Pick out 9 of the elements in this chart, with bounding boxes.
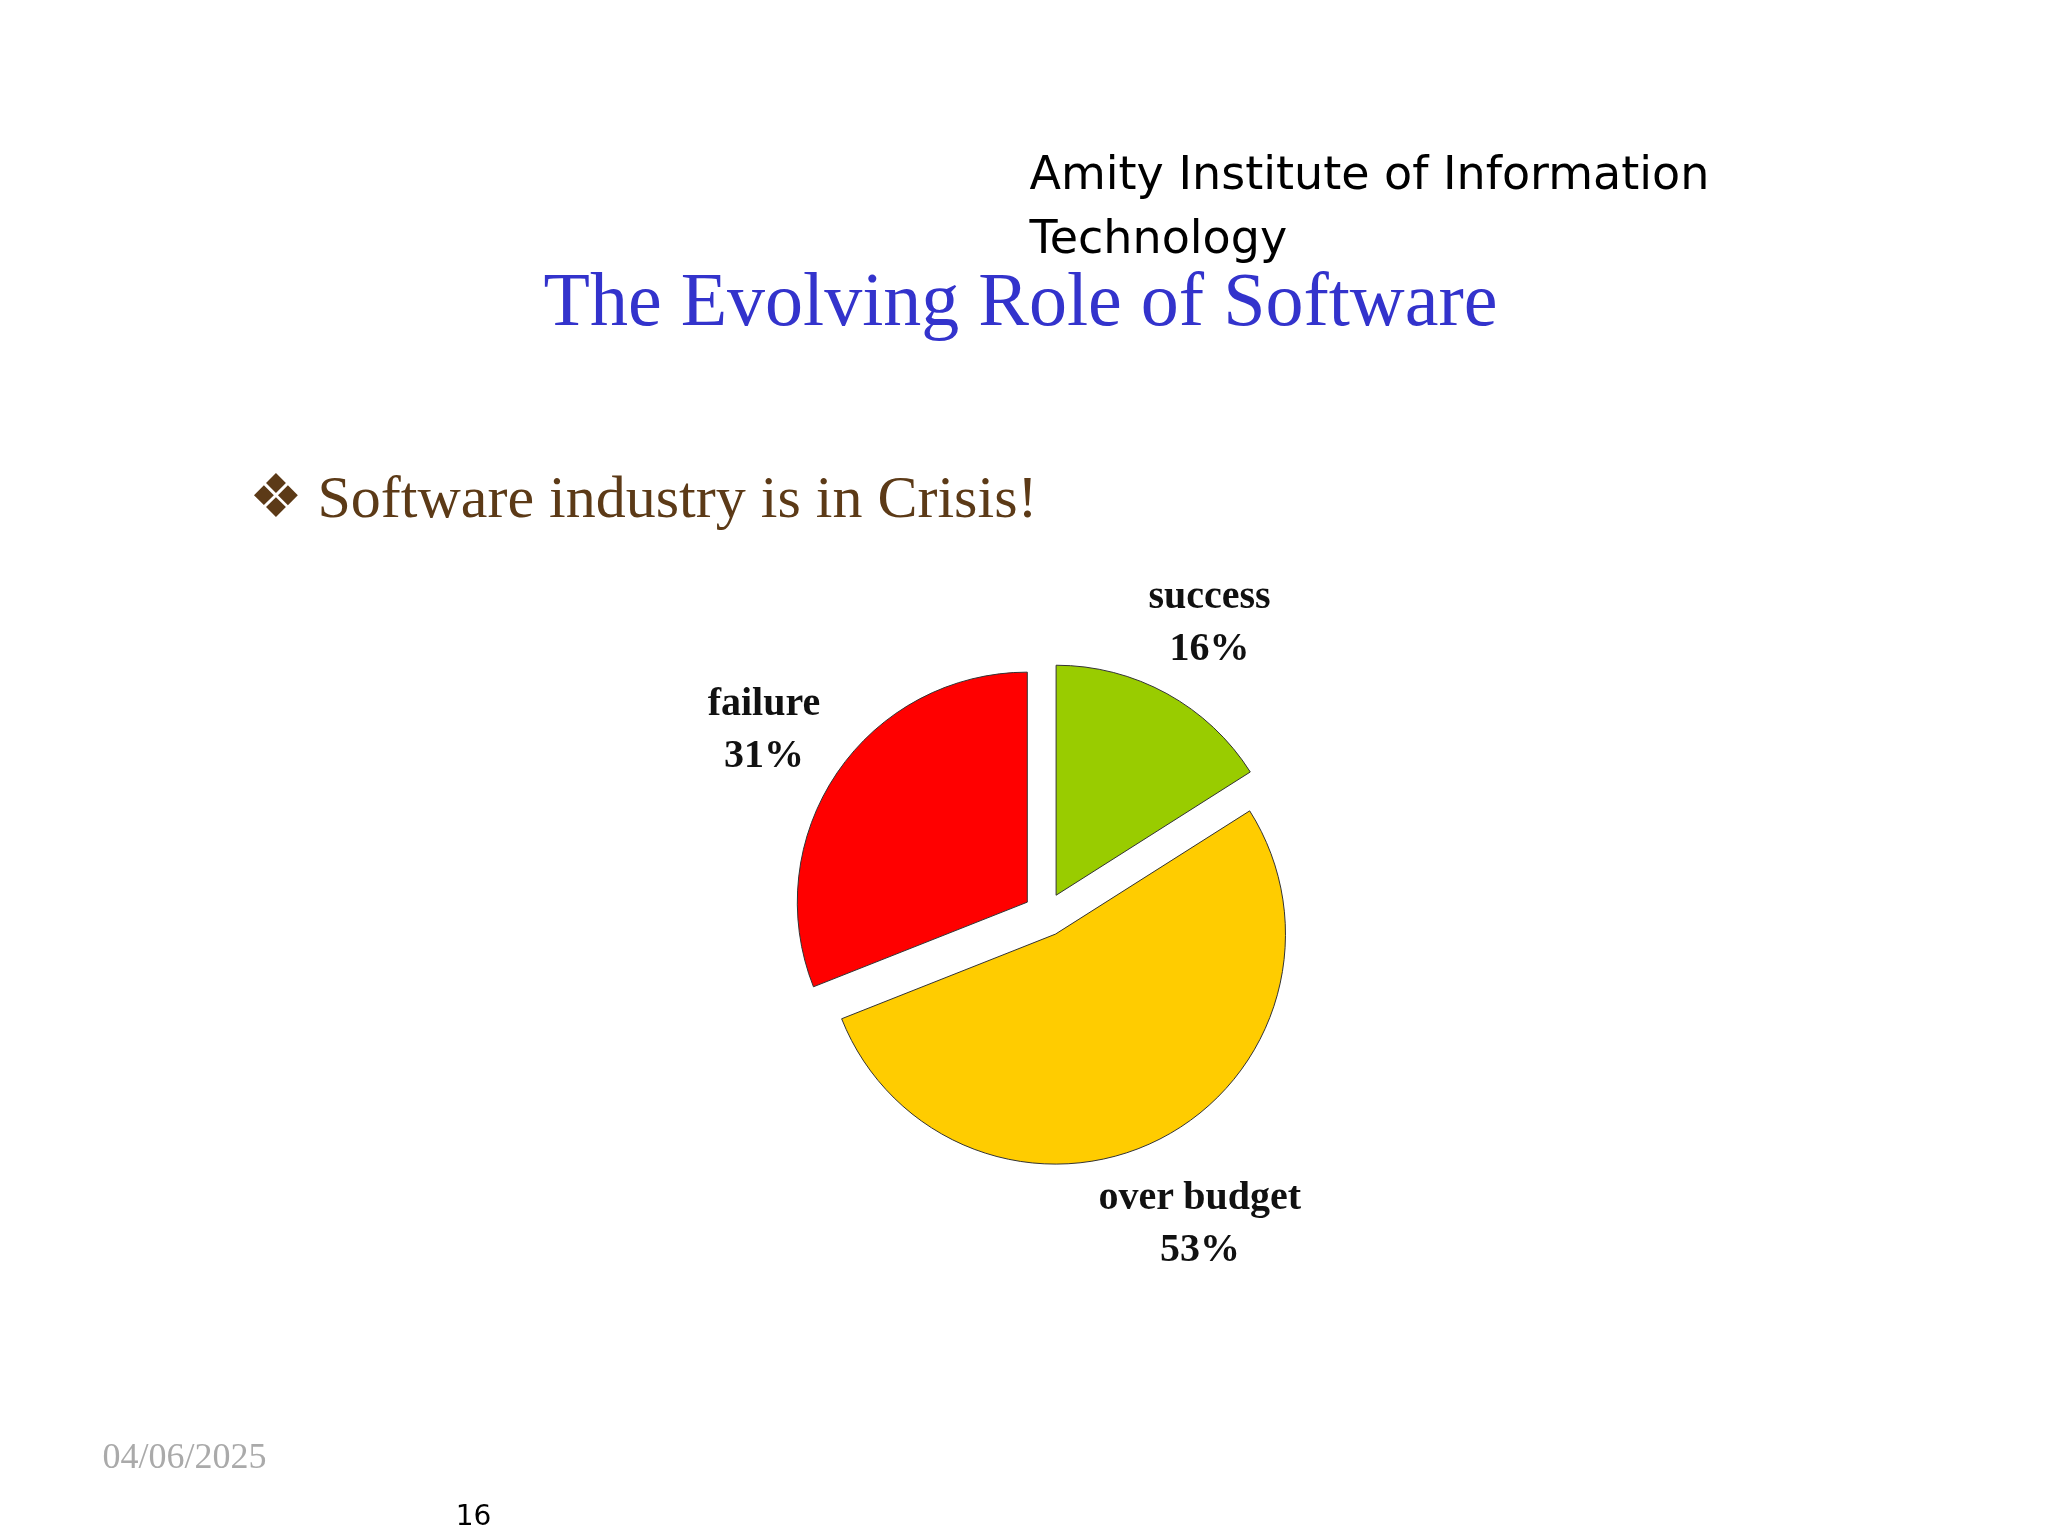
slice-label: success xyxy=(1148,571,1271,617)
data-label: 16% xyxy=(1169,623,1250,669)
chart-subtitle: ❖ Software industry is in Crisis! xyxy=(248,463,1038,530)
data-label: 31% xyxy=(723,730,804,776)
text: 04/06/2025 xyxy=(102,1435,267,1476)
slice-label: failure xyxy=(707,678,821,724)
slice-label: over budget xyxy=(1098,1173,1302,1219)
data-label: 53% xyxy=(1160,1225,1241,1271)
text: 16 xyxy=(455,1499,492,1532)
